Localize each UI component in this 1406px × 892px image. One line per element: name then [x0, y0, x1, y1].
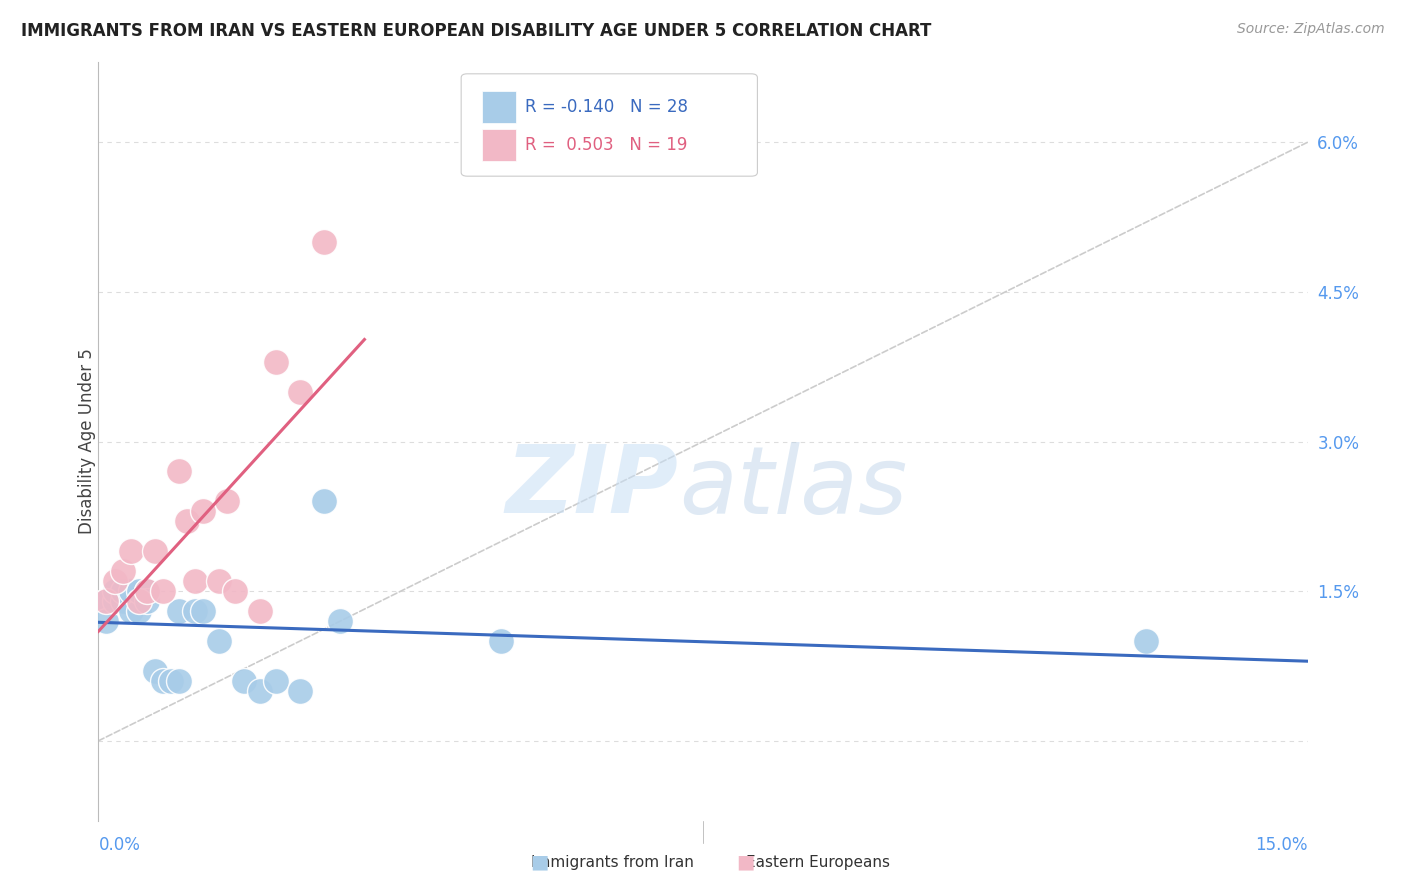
Text: ZIP: ZIP [506, 441, 679, 533]
Point [135, 594, 157, 608]
Point [135, 584, 157, 599]
Point [288, 384, 311, 399]
Point [128, 604, 150, 618]
Point [103, 584, 125, 599]
Text: ■: ■ [530, 853, 548, 871]
Point [249, 604, 271, 618]
Text: IMMIGRANTS FROM IRAN VS EASTERN EUROPEAN DISABILITY AGE UNDER 5 CORRELATION CHAR: IMMIGRANTS FROM IRAN VS EASTERN EUROPEAN… [21, 22, 931, 40]
Point [128, 594, 150, 608]
Point [176, 514, 198, 528]
Point [120, 604, 142, 618]
Point [232, 673, 254, 688]
Point [96, 594, 118, 608]
Point [96, 594, 118, 608]
FancyBboxPatch shape [461, 74, 758, 177]
Point [143, 664, 166, 678]
Point [208, 574, 231, 589]
Point [314, 494, 336, 508]
Point [111, 594, 134, 608]
Point [167, 465, 190, 479]
Point [167, 673, 190, 688]
Text: Immigrants from Iran: Immigrants from Iran [531, 855, 693, 870]
Point [103, 574, 125, 589]
Bar [482, 129, 516, 161]
Point [135, 584, 157, 599]
Text: atlas: atlas [679, 442, 907, 533]
Text: ■: ■ [737, 853, 755, 871]
Point [184, 604, 207, 618]
Point [249, 684, 271, 698]
Point [152, 673, 174, 688]
Point [184, 574, 207, 589]
Text: R =  0.503   N = 19: R = 0.503 N = 19 [526, 136, 688, 154]
Point [103, 594, 125, 608]
Point [111, 564, 134, 578]
Point [288, 684, 311, 698]
Point [314, 235, 336, 249]
Point [96, 614, 118, 628]
Point [160, 673, 183, 688]
Point [193, 504, 215, 518]
Point [264, 355, 287, 369]
Point [329, 614, 352, 628]
Text: R = -0.140   N = 28: R = -0.140 N = 28 [526, 98, 689, 116]
Point [491, 634, 513, 648]
Point [120, 544, 142, 558]
Point [167, 604, 190, 618]
Text: Eastern Europeans: Eastern Europeans [745, 855, 890, 870]
Text: Source: ZipAtlas.com: Source: ZipAtlas.com [1237, 22, 1385, 37]
Point [193, 604, 215, 618]
Point [1135, 634, 1157, 648]
Point [120, 584, 142, 599]
Point [208, 634, 231, 648]
Point [111, 584, 134, 599]
Bar [482, 91, 516, 123]
Point [128, 584, 150, 599]
Point [217, 494, 239, 508]
Y-axis label: Disability Age Under 5: Disability Age Under 5 [79, 349, 96, 534]
Text: 15.0%: 15.0% [1256, 836, 1308, 854]
Point [143, 544, 166, 558]
Point [264, 673, 287, 688]
Point [224, 584, 246, 599]
Point [152, 584, 174, 599]
Text: 0.0%: 0.0% [98, 836, 141, 854]
